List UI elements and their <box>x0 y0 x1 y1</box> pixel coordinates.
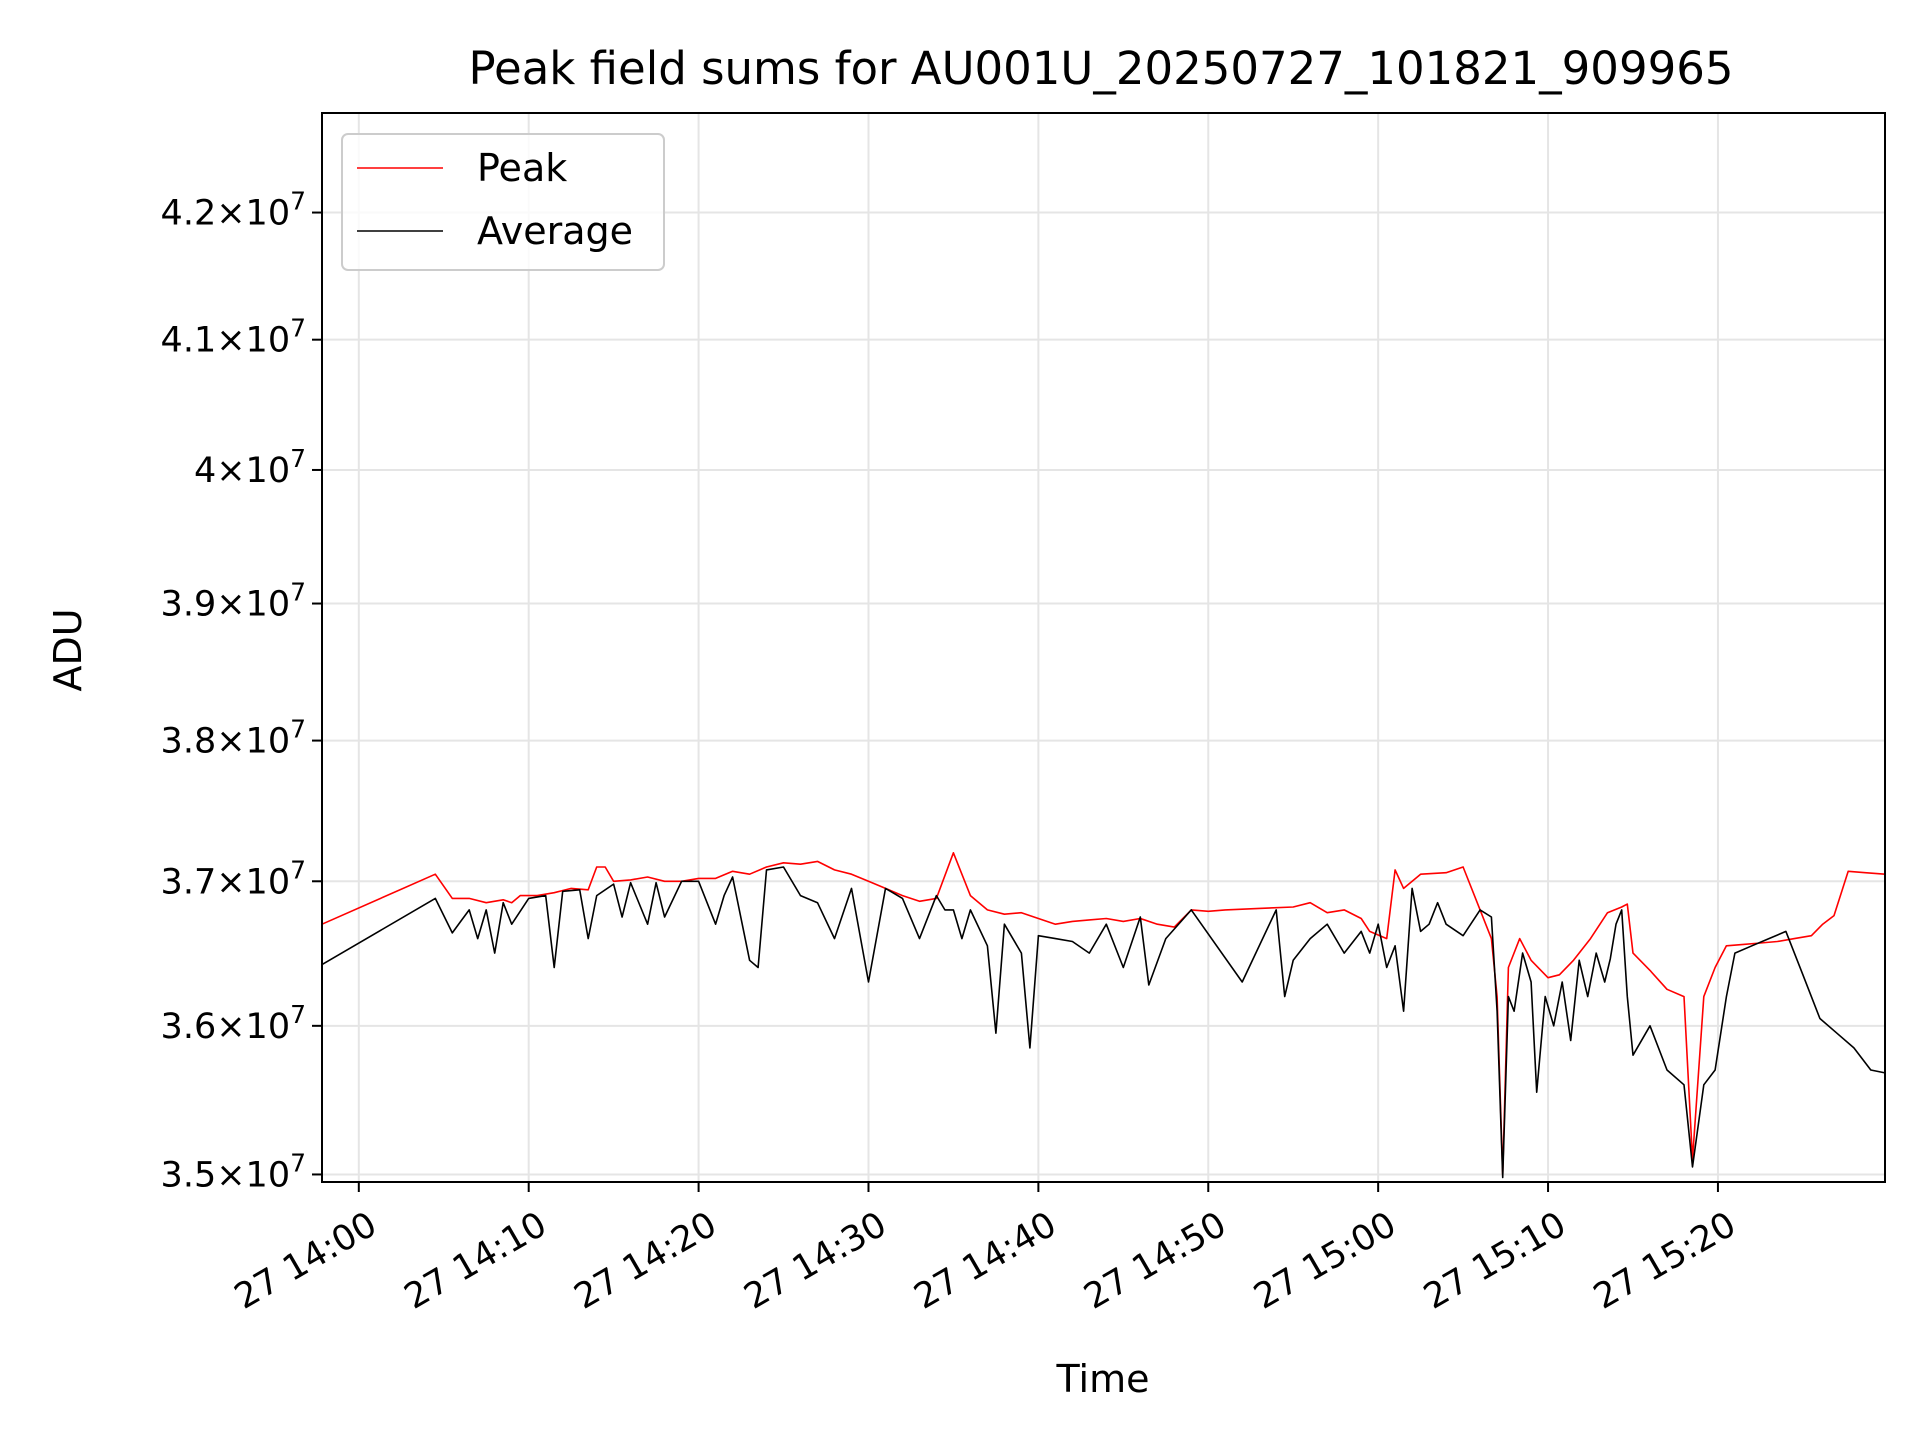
y-tick-label: 4.1×107 <box>161 314 306 361</box>
y-tick-mantissa: 4.2 <box>161 194 217 234</box>
y-tick-label: 4×107 <box>194 444 306 491</box>
y-tick-label: 3.6×107 <box>161 1000 306 1047</box>
y-tick-label: 3.8×107 <box>161 715 306 762</box>
chart-title: Peak field sums for AU001U_20250727_1018… <box>469 42 1734 95</box>
y-tick-times: ×10 <box>216 194 290 234</box>
y-tick-mantissa: 3.5 <box>161 1155 217 1195</box>
y-tick-times: ×10 <box>216 1007 290 1047</box>
y-tick-times: ×10 <box>216 585 290 625</box>
series-line-average <box>321 866 1886 1179</box>
plot-frame <box>321 112 1886 1183</box>
y-tick-times: ×10 <box>216 1155 290 1195</box>
y-axis-label: ADU <box>46 608 90 691</box>
legend: Peak Average <box>341 133 665 271</box>
y-tick-times: ×10 <box>216 722 290 762</box>
legend-label-average: Average <box>477 209 633 253</box>
y-tick-exponent: 7 <box>290 187 306 216</box>
gridlines <box>322 113 1885 1182</box>
y-tick-times: ×10 <box>216 862 290 902</box>
y-tick-label: 3.5×107 <box>161 1148 306 1195</box>
y-tick-mantissa: 3.6 <box>161 1007 217 1047</box>
y-tick-exponent: 7 <box>290 444 306 473</box>
y-tick-times: ×10 <box>216 321 290 361</box>
y-tick-label: 3.9×107 <box>161 578 306 625</box>
y-tick-exponent: 7 <box>290 1148 306 1177</box>
y-tick-times: ×10 <box>216 451 290 491</box>
y-tick-mantissa: 3.9 <box>161 585 217 625</box>
y-tick-exponent: 7 <box>290 715 306 744</box>
y-axis: 3.5×1073.6×1073.7×1073.8×1073.9×1074×107… <box>161 187 322 1195</box>
y-tick-mantissa: 3.7 <box>161 862 217 902</box>
y-tick-exponent: 7 <box>290 314 306 343</box>
y-tick-label: 3.7×107 <box>161 855 306 902</box>
y-tick-mantissa: 4.1 <box>161 321 217 361</box>
y-tick-mantissa: 4 <box>194 451 216 491</box>
x-axis-label: Time <box>1056 1357 1150 1401</box>
y-tick-exponent: 7 <box>290 1000 306 1029</box>
y-tick-exponent: 7 <box>290 578 306 607</box>
y-tick-mantissa: 3.8 <box>161 722 217 762</box>
legend-label-peak: Peak <box>477 146 567 190</box>
y-tick-label: 4.2×107 <box>161 187 306 234</box>
y-tick-exponent: 7 <box>290 855 306 884</box>
series-lines <box>321 852 1886 1179</box>
